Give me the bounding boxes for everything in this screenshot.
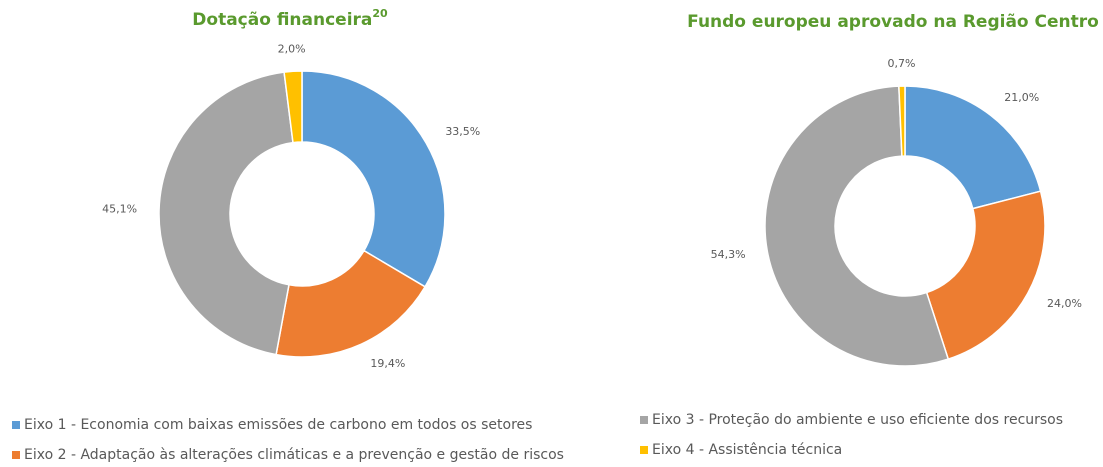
donut-slice [283,70,303,144]
donut-slice [158,71,294,356]
data-label: 21,0% [1004,91,1039,104]
data-label: 0,7% [887,57,915,70]
donut-slice [904,85,1042,210]
donut-slice [275,249,427,358]
chart-title: Dotação financeira20 [192,7,388,30]
data-label: 33,5% [445,125,480,138]
data-label: 19,4% [370,357,405,370]
data-label: 54,3% [711,248,746,261]
legend-swatch [12,421,20,429]
legend-swatch [12,451,20,459]
data-label: 2,0% [278,42,306,55]
title-superscript: 20 [372,7,388,20]
chart-title: Fundo europeu aprovado na Região Centro [687,12,1099,32]
legend-label: Eixo 1 - Economia com baixas emissões de… [24,417,532,433]
legend-label: Eixo 3 - Proteção do ambiente e uso efic… [652,412,1063,428]
legend-swatch [640,446,648,454]
data-label: 24,0% [1047,297,1082,310]
legend-label: Eixo 4 - Assistência técnica [652,442,842,458]
data-label: 45,1% [102,202,137,215]
donut-slice [925,190,1046,361]
legend-swatch [640,416,648,424]
legend-label: Eixo 2 - Adaptação às alterações climáti… [24,447,564,463]
donut-slice [898,85,906,157]
title-text: Dotação financeira [192,10,372,30]
donut-slice [764,85,950,367]
donut-slice [301,70,446,288]
